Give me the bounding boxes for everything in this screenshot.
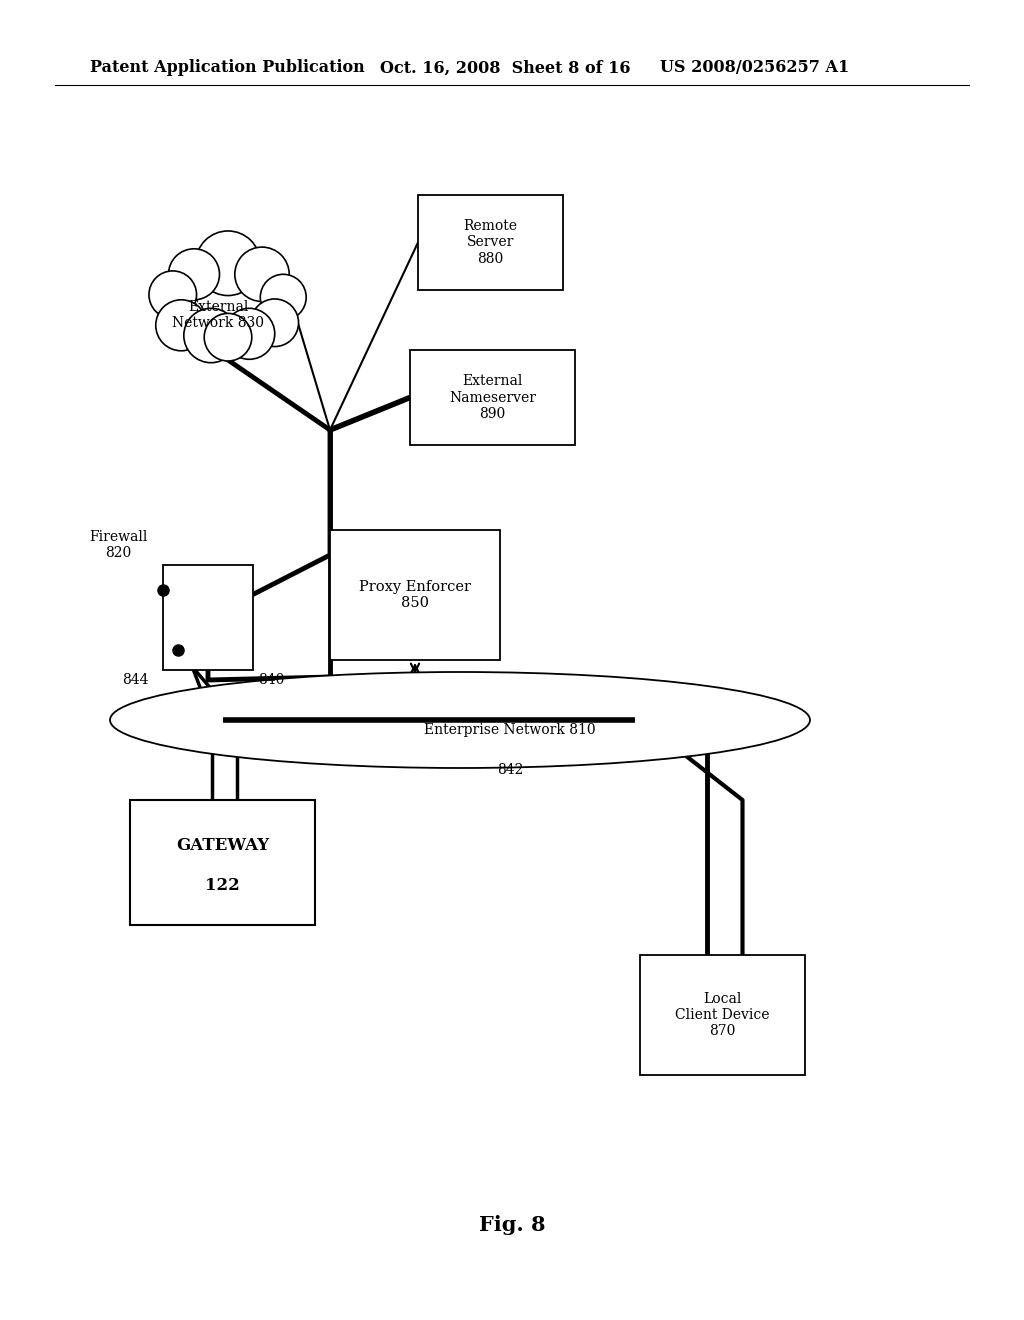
Text: External
Network 830: External Network 830 [172,300,264,330]
Text: Patent Application Publication: Patent Application Publication [90,59,365,77]
Text: Remote
Server
880: Remote Server 880 [464,219,517,265]
Text: Proxy Enforcer
850: Proxy Enforcer 850 [359,579,471,610]
Circle shape [156,300,207,351]
Text: 840: 840 [258,673,285,686]
Text: Oct. 16, 2008  Sheet 8 of 16: Oct. 16, 2008 Sheet 8 of 16 [380,59,631,77]
Circle shape [169,248,219,300]
Bar [418,195,563,290]
Circle shape [224,309,274,359]
Text: US 2008/0256257 A1: US 2008/0256257 A1 [660,59,849,77]
Bar [130,800,315,925]
Circle shape [183,309,239,363]
Text: Firewall
820: Firewall 820 [89,529,147,560]
Circle shape [234,247,289,301]
Text: 122: 122 [205,876,240,894]
Bar [163,565,253,671]
Circle shape [251,298,299,347]
Bar [330,531,500,660]
Text: External
Nameserver
890: External Nameserver 890 [449,375,536,421]
Bar [410,350,575,445]
Text: Fig. 8: Fig. 8 [479,1214,545,1236]
Text: Local
Client Device
870: Local Client Device 870 [675,991,770,1039]
Text: Enterprise Network 810: Enterprise Network 810 [424,723,596,737]
Circle shape [204,313,252,360]
Text: 842: 842 [497,763,523,777]
Ellipse shape [110,672,810,768]
Bar [640,954,805,1074]
Circle shape [148,271,197,318]
Circle shape [260,275,306,321]
Circle shape [196,231,260,296]
Text: GATEWAY: GATEWAY [176,837,269,854]
Text: 844: 844 [122,673,148,686]
